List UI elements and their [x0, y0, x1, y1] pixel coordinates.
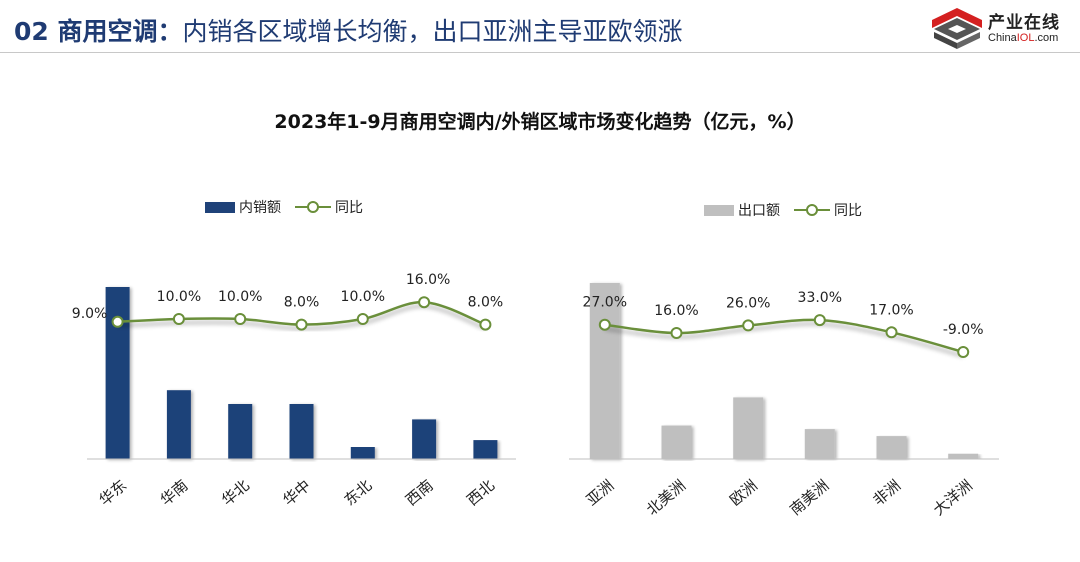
export-yoy-point-5	[885, 326, 898, 339]
domestic-yoy-label-5: 10.0%	[341, 289, 385, 305]
export-yoy-label-2: 16.0%	[654, 303, 698, 319]
export-yoy-point-3	[742, 319, 755, 332]
domestic-yoy-point-1	[111, 315, 124, 328]
domestic-legend-line-key	[295, 201, 331, 213]
domestic-yoy-point-2	[172, 313, 185, 325]
chart-title: 2023年1-9月商用空调内/外销区域市场变化趋势（亿元，%）	[274, 111, 806, 133]
export-legend-line-key	[794, 204, 830, 216]
domestic-legend-bar-label: 内销额	[239, 200, 281, 216]
logo-en-suffix: .com	[1034, 32, 1059, 44]
export-category-label-2: 北美洲	[643, 476, 689, 519]
logo-en-prefix: China	[988, 32, 1017, 44]
domestic-yoy-label-3: 10.0%	[218, 289, 262, 305]
logo-cn-text: 产业在线	[988, 13, 1060, 33]
logo-mark-icon	[932, 8, 982, 49]
domestic-bar-7	[473, 440, 498, 459]
header: 02 商用空调：内销各区域增长均衡，出口亚洲主导亚欧领涨 产业在线 ChinaI…	[0, 0, 1080, 60]
export-legend-bar-swatch	[704, 204, 734, 216]
domestic-legend-line-label: 同比	[335, 200, 363, 216]
domestic-bar-2	[166, 390, 191, 459]
export-bar-1	[589, 283, 620, 459]
domestic-category-label-3: 华北	[218, 476, 253, 509]
export-category-label-5: 非洲	[870, 476, 905, 509]
export-yoy-label-4: 33.0%	[798, 290, 842, 306]
domestic-bar-1	[105, 287, 130, 459]
export-yoy-point-6	[957, 346, 970, 358]
domestic-category-label-2: 华南	[157, 476, 192, 509]
export-bar-6	[948, 453, 979, 459]
export-category-label-1: 亚洲	[583, 476, 618, 509]
header-divider	[0, 52, 1080, 53]
domestic-bar-6	[412, 419, 437, 459]
export-bar-3	[733, 397, 764, 459]
domestic-yoy-point-4	[295, 318, 308, 331]
domestic-yoy-label-6: 16.0%	[406, 272, 450, 288]
export-yoy-label-3: 26.0%	[726, 295, 770, 311]
logo-en-text: ChinaIOL.com	[988, 32, 1058, 44]
export-bar-5	[876, 436, 907, 459]
export-bar-4	[804, 429, 835, 459]
domestic-yoy-point-6	[418, 296, 431, 309]
chinaiol-logo: 产业在线 ChinaIOL.com	[930, 6, 1076, 50]
domestic-bar-5	[350, 447, 375, 459]
domestic-yoy-point-3	[234, 313, 247, 325]
page-title: 02 商用空调：内销各区域增长均衡，出口亚洲主导亚欧领涨	[14, 12, 683, 48]
logo-en-highlight: IOL	[1016, 32, 1035, 44]
export-yoy-label-5: 17.0%	[869, 302, 913, 318]
domestic-bar-4	[289, 404, 314, 459]
domestic-category-label-1: 华东	[96, 476, 131, 509]
export-legend-line-label: 同比	[834, 203, 862, 219]
export-bar-2	[661, 425, 692, 459]
page-title-text: 内销各区域增长均衡，出口亚洲主导亚欧领涨	[182, 17, 683, 46]
export-category-label-6: 大洋洲	[930, 476, 976, 519]
page-title-section: 02 商用空调：	[14, 17, 183, 46]
domestic-yoy-label-7: 8.0%	[468, 295, 504, 311]
domestic-category-label-7: 西北	[463, 476, 498, 509]
export-yoy-label-1: 27.0%	[583, 295, 627, 311]
export-legend: 出口额 同比	[704, 200, 862, 220]
domestic-legend: 内销额 同比	[205, 197, 363, 217]
export-yoy-point-1	[598, 318, 611, 331]
domestic-category-label-6: 西南	[402, 476, 437, 509]
domestic-yoy-point-5	[356, 313, 369, 325]
domestic-yoy-label-2: 10.0%	[157, 289, 201, 305]
export-yoy-point-4	[813, 314, 826, 327]
domestic-yoy-point-7	[479, 318, 492, 331]
export-yoy-line	[604, 318, 964, 354]
domestic-bar-3	[228, 404, 253, 459]
export-legend-bar-label: 出口额	[738, 203, 780, 219]
domestic-legend-bar-swatch	[205, 201, 235, 213]
domestic-yoy-label-4: 8.0%	[284, 295, 320, 311]
export-yoy-point-2	[670, 327, 683, 339]
domestic-category-label-4: 华中	[280, 476, 315, 509]
domestic-category-label-5: 东北	[341, 476, 376, 509]
export-yoy-label-6: -9.0%	[943, 322, 984, 338]
export-category-label-3: 欧洲	[726, 476, 761, 509]
domestic-yoy-label-1: 9.0%	[72, 306, 108, 322]
export-category-label-4: 南美洲	[786, 476, 832, 519]
